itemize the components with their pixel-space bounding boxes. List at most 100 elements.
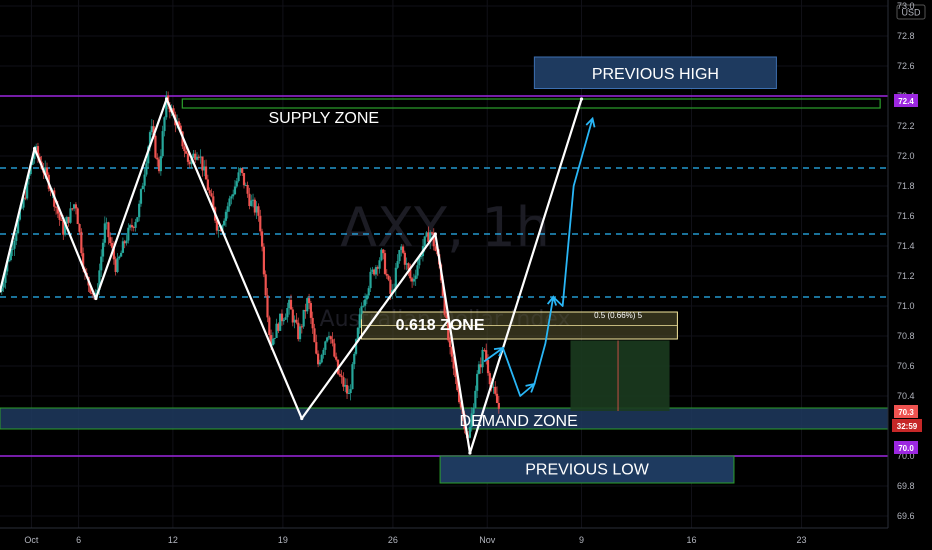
candle-body [154, 135, 157, 158]
candle-body [127, 227, 130, 241]
candle-body [344, 385, 347, 387]
candle-body [201, 156, 204, 171]
candle-body [383, 253, 387, 274]
candle-body [219, 229, 222, 231]
y-tick-label: 71.4 [897, 241, 915, 251]
y-tick-label: 69.6 [897, 511, 915, 521]
candle-body [338, 373, 341, 376]
candle-body [317, 353, 320, 365]
candle-body [293, 319, 296, 323]
price-axis[interactable]: USD 69.669.870.070.270.470.670.871.071.2… [887, 0, 932, 550]
candle-body [145, 163, 148, 175]
candle-body [112, 247, 115, 260]
candle-body [241, 168, 244, 174]
candle-body [54, 206, 58, 208]
x-tick-label: 6 [76, 535, 81, 545]
candle-body [237, 172, 240, 182]
candle-body [450, 347, 453, 357]
position-tag: 0.5 (0.66%) 5 [594, 311, 643, 320]
candle-body [74, 204, 78, 209]
candle-body [360, 306, 363, 315]
candle-body [268, 317, 271, 336]
zones [0, 56, 889, 484]
candle-body [410, 278, 414, 282]
candle-body [295, 319, 298, 323]
countdown-bg [892, 419, 922, 432]
candle-body [118, 256, 121, 259]
candle-body [342, 377, 345, 387]
candle-body [378, 260, 381, 269]
candle-body [159, 156, 162, 172]
candle-body [430, 232, 434, 234]
candle-body [371, 269, 374, 272]
candle-body [165, 95, 168, 118]
candle-body [26, 178, 29, 199]
candle-body [80, 231, 83, 254]
watermark-symbol: AXY, 1h [340, 196, 550, 259]
candle-body [364, 299, 367, 306]
candle-body [101, 242, 105, 257]
y-tick-label: 71.6 [897, 211, 915, 221]
candle-body [452, 356, 455, 369]
time-axis[interactable]: Oct 6 12 19 26 Nov 9 16 23 [0, 527, 888, 545]
x-tick-label: 26 [388, 535, 398, 545]
candle-body [367, 288, 370, 296]
candles [0, 91, 500, 440]
candle-body [264, 274, 267, 296]
candle-body [139, 189, 143, 204]
currency-badge[interactable] [896, 4, 926, 20]
candle-body [119, 252, 123, 257]
candle-body [400, 246, 403, 251]
candle-body [235, 181, 238, 187]
candle-body [423, 236, 426, 247]
candle-body [313, 328, 316, 343]
candle-body [492, 386, 495, 388]
zigzag-pattern [0, 97, 584, 455]
candle-body [183, 146, 186, 152]
candle-body [277, 323, 280, 331]
candle-body [177, 121, 181, 126]
candle-body [157, 159, 161, 172]
candle-body [116, 258, 119, 272]
candle-body [67, 216, 70, 223]
projection-path [483, 116, 596, 397]
candle-body [297, 322, 300, 340]
candle-body [454, 368, 457, 378]
projection-arrowhead [493, 346, 505, 357]
candle-body [353, 353, 356, 365]
candle-body [82, 253, 85, 269]
supply-zone-box [181, 98, 881, 109]
candle-body [443, 295, 446, 315]
candle-body [13, 240, 16, 249]
candle-body [94, 292, 97, 296]
candle-body [230, 196, 233, 199]
candle-body [481, 349, 484, 368]
candle-body [374, 267, 378, 275]
candle-body [2, 282, 5, 288]
candle-body [4, 271, 7, 283]
candle-body [476, 373, 479, 391]
candle-body [123, 241, 126, 244]
candle-body [331, 339, 334, 344]
candle-body [365, 295, 369, 300]
previous-low-label: PREVIOUS LOW [525, 462, 649, 479]
candle-body [44, 167, 47, 173]
zigzag-point [579, 97, 584, 101]
y-tick-label: 71.2 [897, 271, 915, 281]
candle-body [110, 243, 114, 248]
candle-body [107, 222, 110, 238]
candle-body [327, 336, 331, 338]
candle-body [56, 207, 59, 214]
candle-body [223, 220, 226, 226]
candle-body [300, 326, 303, 328]
candle-body [152, 126, 155, 136]
candle-body [349, 389, 352, 394]
candle-body [472, 407, 475, 414]
candle-body [24, 197, 27, 199]
y-tick-label: 70.6 [897, 361, 915, 371]
candle-body [33, 150, 36, 159]
candle-body [15, 233, 18, 241]
candle-body [376, 267, 379, 269]
candle-body [298, 326, 302, 340]
